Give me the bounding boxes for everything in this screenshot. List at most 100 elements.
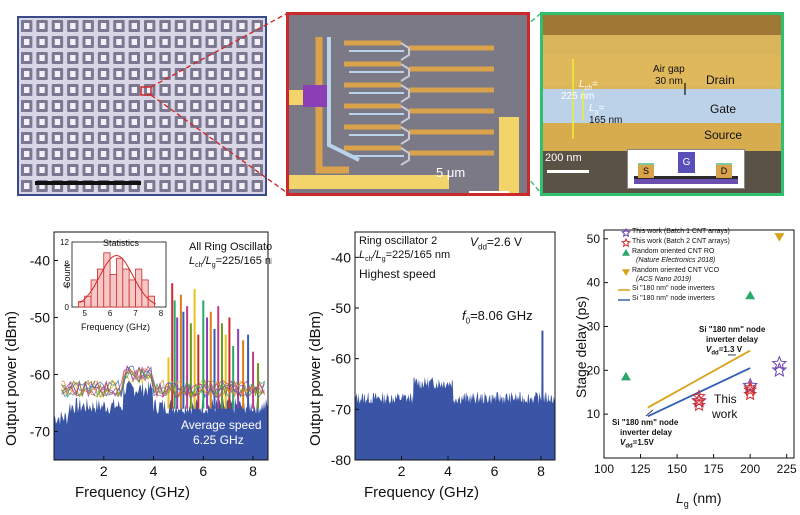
lg-label: Lg= <box>589 103 605 116</box>
array-cell-inner <box>100 55 107 61</box>
chart2-vdd-sub: dd <box>478 242 487 252</box>
airgap-label-2: 30 nm <box>655 76 683 87</box>
chart2-f0-sub: 0 <box>465 316 471 326</box>
array-cell-inner <box>116 71 122 77</box>
array-cell-inner <box>193 55 199 61</box>
tem-source-region <box>543 123 781 151</box>
array-cell-inner <box>223 55 230 61</box>
array-cell-inner <box>193 135 199 141</box>
array-cell-inner <box>193 71 199 77</box>
array-cell-inner <box>54 103 61 109</box>
array-cell-inner <box>177 87 184 93</box>
legend-1: This work (Batch 1 CNT arrays) <box>632 228 730 235</box>
inset-ytick-label: 4 <box>65 281 70 290</box>
array-cell-inner <box>54 135 61 141</box>
array-cell-inner <box>70 119 76 125</box>
point-random-vco <box>774 233 785 242</box>
chart1-ytick-label: -70 <box>30 424 50 440</box>
inset-bar <box>77 301 86 308</box>
array-cell-inner <box>162 87 168 93</box>
inset-bar <box>90 279 98 308</box>
array-cell-inner <box>147 39 153 45</box>
array-cell-inner <box>85 23 91 29</box>
inset-substrate <box>634 179 738 184</box>
array-cell-inner <box>39 167 45 173</box>
array-cell-inner <box>254 71 260 77</box>
array-cell-inner <box>177 39 184 45</box>
array-cell-inner <box>24 119 30 125</box>
chart3-xtick-label: 100 <box>594 462 614 476</box>
chart2-f0-symbol: f <box>462 308 466 323</box>
array-cell-inner <box>208 55 214 61</box>
array-cell-inner <box>162 71 168 77</box>
point-random-ro <box>745 290 756 300</box>
array-cell-inner <box>85 167 91 173</box>
array-cell-inner <box>54 55 61 61</box>
chart3-xtick-label: 225 <box>777 462 797 476</box>
array-cell-inner <box>177 135 184 141</box>
array-cell-inner <box>162 55 168 61</box>
chart-all-ring-oscillators: 2 4 6 8 -40 -50 -60 -70 5 6 7 8 0 4 8 12 All Ring Oscil… <box>0 222 272 515</box>
inset-xtick-label: 5 <box>82 309 87 318</box>
chart3-ylabel: Stage delay (ps) <box>573 296 589 398</box>
array-cell-inner <box>54 119 61 125</box>
inset-ytick-label: 12 <box>60 238 69 247</box>
chart3-xtick-label: 200 <box>740 462 760 476</box>
array-cell-inner <box>70 103 76 109</box>
inset-xtick-label: 6 <box>108 309 113 318</box>
si-line-15v <box>647 367 751 418</box>
ro-interconnect <box>400 84 410 103</box>
array-cell-inner <box>162 39 168 45</box>
annot-thiswork-1: This <box>714 392 737 406</box>
array-cell-inner <box>254 183 260 189</box>
array-cell-inner <box>208 167 214 173</box>
array-cell-inner <box>239 119 245 125</box>
ro-right-pad <box>499 117 519 193</box>
point-batch2 <box>743 380 758 394</box>
array-cell-inner <box>70 71 76 77</box>
array-cell-inner <box>239 151 245 157</box>
chart3-ytick-label: 20 <box>587 363 601 377</box>
array-cell-inner <box>85 39 91 45</box>
tem-top-band <box>543 15 781 35</box>
inset-xtick-label: 7 <box>133 309 138 318</box>
array-cell-inner <box>100 23 107 29</box>
chart2-ytick-label: -60 <box>331 351 351 367</box>
lch-label: Lch= <box>579 79 598 92</box>
array-cell-inner <box>223 103 230 109</box>
chart2-frame <box>354 231 556 461</box>
array-cell-inner <box>147 23 153 29</box>
point-batch1 <box>771 355 788 371</box>
annot-bot-1: Si "180 nm" node <box>612 418 679 427</box>
array-cell-inner <box>162 119 168 125</box>
chart1-xtick-label: 2 <box>100 463 108 479</box>
legend-7: Si "180 nm" node inverters <box>632 285 715 292</box>
array-cell-inner <box>70 87 76 93</box>
legend-2: This work (Batch 2 CNT arrays) <box>632 238 730 245</box>
array-cell-inner <box>39 39 45 45</box>
chart2-xtick-label: 8 <box>537 463 545 479</box>
point-batch1 <box>771 361 788 378</box>
array-cell-inner <box>162 135 168 141</box>
array-cell-inner <box>39 119 45 125</box>
array-cell-inner <box>116 119 122 125</box>
ro-interconnect <box>400 147 410 166</box>
chart2-ytick-label: -50 <box>331 300 351 316</box>
array-cell-inner <box>100 71 107 77</box>
array-cell-inner <box>24 87 30 93</box>
array-cell-inner <box>100 119 107 125</box>
array-cell-inner <box>70 23 76 29</box>
array-cell-inner <box>131 151 137 157</box>
array-cell-inner <box>24 55 30 61</box>
array-cell-inner <box>147 119 153 125</box>
legend-6: (ACS Nano 2019) <box>636 276 692 283</box>
array-cell-inner <box>39 151 45 157</box>
array-cell-inner <box>131 119 137 125</box>
annot-top-3: Vdd=1.3 V <box>706 345 742 357</box>
array-cell-inner <box>131 87 137 93</box>
chart2-vdd-symbol: V <box>470 235 479 249</box>
array-cell-inner <box>131 39 137 45</box>
array-cell-inner <box>39 103 45 109</box>
array-cell-inner <box>177 183 184 189</box>
array-cell-inner <box>177 55 184 61</box>
